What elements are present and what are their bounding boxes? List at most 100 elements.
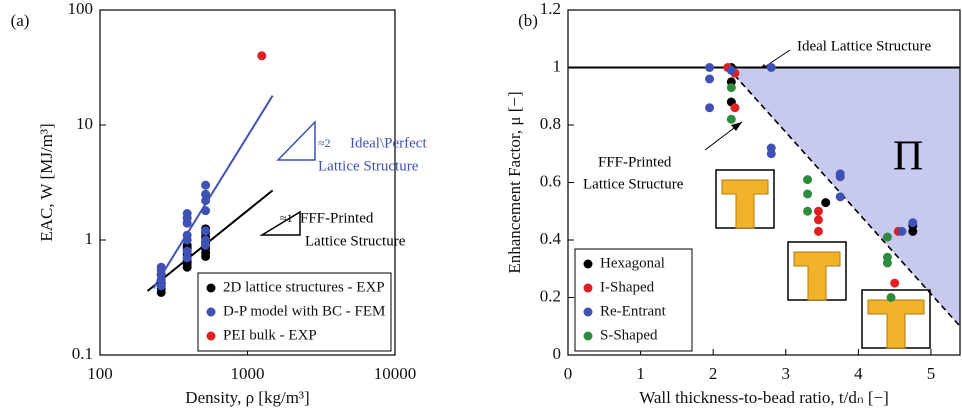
point — [201, 189, 211, 199]
x-axis-label: Wall thickness-to-bead ratio, t/dₙ [−] — [639, 388, 889, 407]
point — [908, 226, 918, 236]
legend: Hexagonal I-Shaped Re-Entrant S-Shaped — [574, 248, 693, 352]
x-tick-label: 100 — [87, 364, 113, 383]
y-tick-label: 0.8 — [540, 114, 561, 133]
legend-frame — [574, 248, 693, 352]
panel-label: (a) — [11, 11, 30, 30]
line — [146, 189, 274, 292]
point — [882, 258, 892, 268]
point — [726, 114, 736, 124]
point — [886, 293, 896, 302]
panel-label: (b) — [518, 11, 538, 30]
legend-label: Hexagonal — [600, 255, 665, 271]
point — [766, 149, 776, 159]
legend-marker — [206, 283, 216, 293]
point — [835, 192, 845, 202]
point — [705, 74, 715, 84]
line — [152, 95, 274, 289]
slope-triangle — [276, 120, 316, 161]
point — [890, 278, 900, 288]
point — [705, 63, 715, 72]
point — [726, 65, 736, 75]
region — [727, 67, 960, 327]
y-tick-label: 1 — [553, 56, 562, 75]
annotation: ≈2 — [318, 136, 331, 150]
point — [182, 246, 192, 256]
point — [908, 218, 918, 228]
x-tick-label: 0 — [564, 364, 573, 383]
point — [705, 103, 715, 113]
legend-frame — [197, 272, 392, 352]
point — [766, 63, 776, 72]
y-tick-label: 1.2 — [540, 0, 561, 18]
point — [821, 198, 831, 208]
legend-marker — [583, 307, 593, 317]
x-tick-label: 5 — [927, 364, 936, 383]
point — [201, 235, 211, 245]
annotation: Π — [893, 134, 923, 180]
legend-marker — [206, 307, 216, 317]
inset-shape — [867, 299, 925, 349]
point — [803, 206, 813, 216]
legend-marker — [583, 259, 593, 269]
legend-label: D-P model with BC - FEM — [223, 303, 385, 319]
point — [182, 208, 192, 218]
legend-label: S-Shaped — [600, 327, 658, 343]
panel: 0 1 2 3 4 5 0 0.2 0.4 0.6 0.8 1 1.2 Wall thickness-to… — [505, 0, 961, 407]
annotation: Ideal\Perfect — [350, 135, 427, 151]
legend: 2D lattice structures - EXP D-P model wit… — [197, 272, 392, 352]
point — [730, 103, 740, 113]
y-tick-label: 100 — [68, 0, 94, 18]
point — [813, 226, 823, 236]
annotation: Lattice Structure — [583, 176, 684, 192]
slope-triangle — [259, 210, 301, 236]
point — [201, 206, 211, 216]
x-tick-label: 1 — [636, 364, 645, 383]
y-tick-label: 0.1 — [72, 344, 93, 363]
inset-shape — [793, 251, 841, 301]
legend-label: I-Shaped — [600, 279, 655, 295]
y-tick-label: 0.4 — [540, 229, 562, 248]
y-tick-label: 1 — [85, 229, 94, 248]
x-tick-label: 4 — [854, 364, 863, 383]
legend-marker — [583, 331, 593, 341]
annotation: Lattice Structure — [318, 158, 419, 174]
x-tick-label: 2 — [709, 364, 718, 383]
point — [182, 230, 192, 240]
point — [803, 175, 813, 185]
point — [813, 206, 823, 216]
legend-marker — [206, 331, 216, 341]
legend-label: PEI bulk - EXP — [223, 327, 317, 343]
annotation: Ideal Lattice Structure — [797, 38, 931, 54]
y-tick-label: 0 — [553, 344, 562, 363]
x-tick-label: 10000 — [374, 364, 417, 383]
legend-label: Re-Entrant — [600, 303, 667, 319]
x-tick-label: 3 — [782, 364, 791, 383]
point — [726, 83, 736, 93]
y-axis-label: EAC, W [MJ/m³] — [37, 123, 56, 241]
inset-shape — [721, 179, 769, 229]
arrow-head — [731, 122, 742, 131]
annotation: Lattice Structure — [305, 233, 406, 249]
point — [803, 189, 813, 199]
legend-marker — [583, 283, 593, 293]
panel: 100 1000 10000 0.1 1 10 100 Density, ρ [kg/m³] E… — [11, 0, 428, 407]
point — [182, 253, 192, 263]
point — [882, 232, 892, 242]
point — [201, 226, 211, 236]
y-tick-label: 10 — [76, 114, 93, 133]
point — [156, 262, 166, 272]
annotation: FFF-Printed — [300, 210, 374, 226]
y-tick-label: 0.2 — [540, 286, 561, 305]
point — [201, 180, 211, 190]
y-tick-label: 0.6 — [540, 171, 561, 190]
point — [813, 215, 823, 225]
point — [897, 226, 907, 236]
x-tick-label: 1000 — [231, 364, 265, 383]
annotation: FFF-Printed — [598, 154, 672, 170]
x-axis-label: Density, ρ [kg/m³] — [185, 388, 309, 407]
annotation: ≈1 — [280, 211, 293, 225]
point — [201, 196, 211, 206]
point — [835, 172, 845, 182]
